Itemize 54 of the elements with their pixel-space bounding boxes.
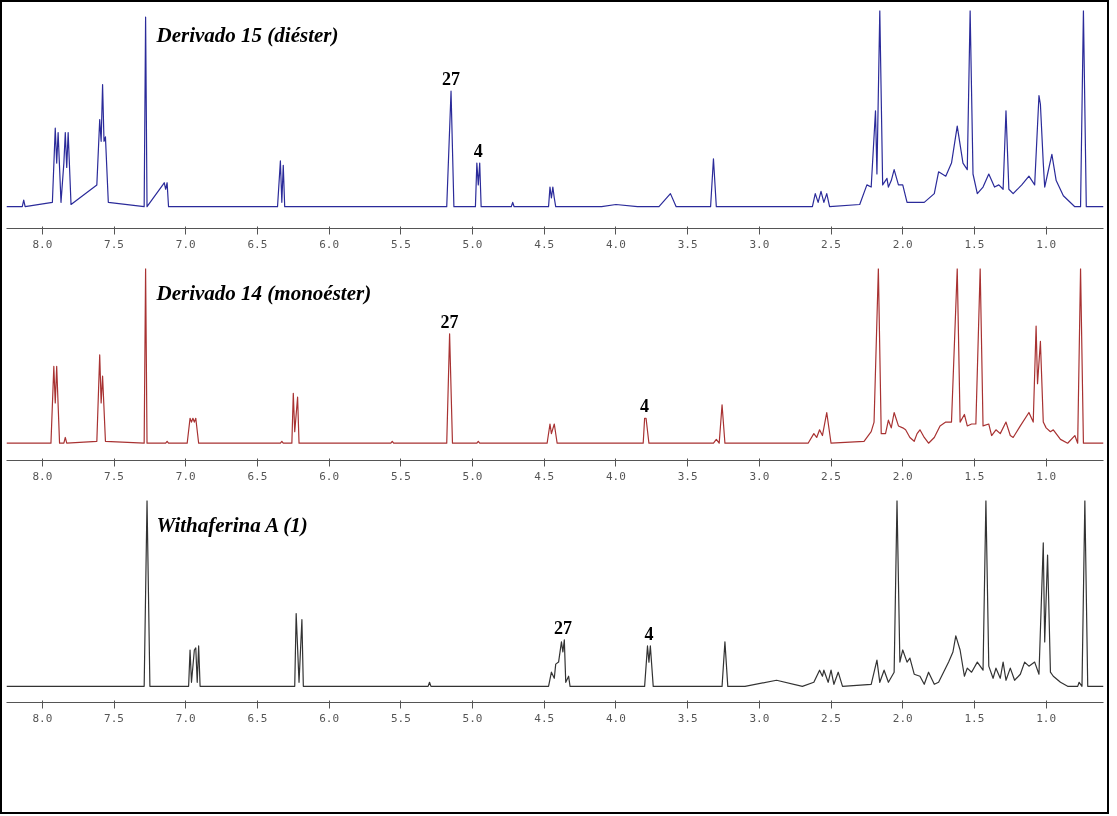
x-tick-label: 3.0 xyxy=(749,237,770,251)
annotation: 27 xyxy=(440,311,459,332)
x-tick-label: 4.5 xyxy=(534,711,555,725)
x-tick-label: 7.5 xyxy=(104,711,124,725)
x-tick-label: 1.5 xyxy=(964,237,985,251)
x-tick-label: 7.5 xyxy=(104,469,124,483)
x-tick-label: 3.0 xyxy=(749,711,770,725)
x-tick-label: 5.0 xyxy=(462,469,483,483)
x-tick-label: 4.5 xyxy=(534,237,555,251)
x-tick-label: 1.0 xyxy=(1036,711,1057,725)
x-tick-label: 8.0 xyxy=(32,237,53,251)
x-tick-label: 6.5 xyxy=(247,469,268,483)
x-tick-label: 5.5 xyxy=(390,711,411,725)
x-tick-label: 4.0 xyxy=(606,711,626,725)
x-tick-label: 3.5 xyxy=(677,469,698,483)
x-tick-label: 4.0 xyxy=(606,469,626,483)
x-tick-label: 5.0 xyxy=(462,711,483,725)
x-tick-label: 5.5 xyxy=(390,237,411,251)
annotation: 27 xyxy=(553,617,572,638)
x-tick-label: 8.0 xyxy=(32,469,53,483)
x-tick-label: 6.0 xyxy=(319,469,340,483)
x-tick-label: 7.5 xyxy=(104,237,124,251)
x-tick-label: 6.5 xyxy=(247,711,268,725)
x-tick-label: 3.5 xyxy=(677,237,698,251)
x-tick-label: 2.5 xyxy=(821,237,841,251)
x-tick-label: 6.0 xyxy=(319,711,340,725)
annotation: 4 xyxy=(640,396,650,417)
text: Withaferina A (1) xyxy=(156,512,308,537)
x-tick-label: 6.5 xyxy=(247,237,268,251)
x-tick-label: 7.0 xyxy=(175,237,196,251)
x-tick-label: 7.0 xyxy=(175,711,196,725)
x-tick-label: 2.5 xyxy=(821,469,841,483)
annotation: 4 xyxy=(644,623,654,644)
text: Derivado 15 (diéster) xyxy=(155,22,339,47)
x-tick-label: 2.0 xyxy=(892,237,913,251)
x-tick-label: 5.5 xyxy=(390,469,411,483)
x-tick-label: 1.5 xyxy=(964,469,985,483)
x-tick-label: 4.5 xyxy=(534,469,555,483)
x-tick-label: 1.5 xyxy=(964,711,985,725)
x-tick-label: 3.5 xyxy=(677,711,698,725)
annotation: 4 xyxy=(473,141,483,162)
x-tick-label: 1.0 xyxy=(1036,237,1057,251)
x-tick-label: 4.0 xyxy=(606,237,626,251)
x-tick-label: 7.0 xyxy=(175,469,196,483)
text: Derivado 14 (monoéster) xyxy=(155,280,372,305)
x-tick-label: 5.0 xyxy=(462,237,483,251)
x-tick-label: 8.0 xyxy=(32,711,53,725)
x-tick-label: 2.5 xyxy=(821,711,841,725)
annotation: 27 xyxy=(442,69,461,90)
x-tick-label: 2.0 xyxy=(892,711,913,725)
x-tick-label: 6.0 xyxy=(319,237,340,251)
x-tick-label: 3.0 xyxy=(749,469,770,483)
x-tick-label: 2.0 xyxy=(892,469,913,483)
x-tick-label: 1.0 xyxy=(1036,469,1057,483)
